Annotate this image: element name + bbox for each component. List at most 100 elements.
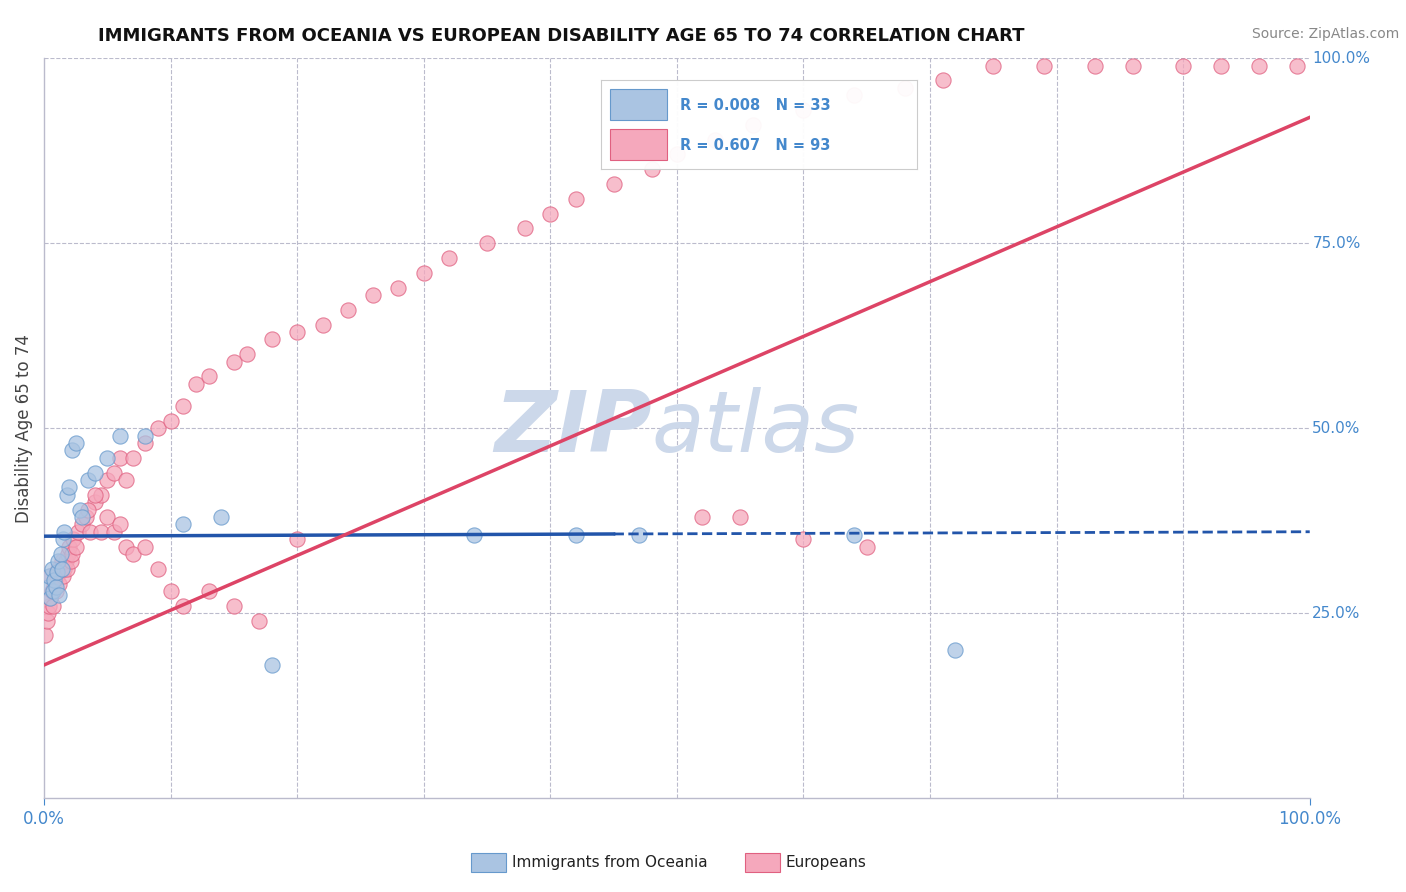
Point [83,495,105,509]
Point [285,532,308,546]
Point [55,554,77,568]
Text: 75.0%: 75.0% [1312,235,1361,251]
Point [96,450,118,465]
Point [538,206,561,220]
Point [311,318,333,332]
Point [108,517,131,532]
Point [1122,59,1144,73]
Point [65,540,87,554]
Point [37,606,59,620]
Point [437,251,460,265]
Point [260,332,283,346]
Point [564,192,586,206]
Point [69,502,91,516]
Point [46,554,69,568]
Point [146,421,169,435]
Point [159,583,181,598]
Point [70,510,93,524]
Point [222,599,245,613]
Point [285,325,308,339]
Point [53,562,76,576]
Point [115,540,138,554]
Point [39,591,62,606]
Point [602,177,624,191]
Point [60,443,83,458]
Point [842,88,865,103]
Point [463,528,485,542]
Point [260,657,283,672]
Point [792,532,814,546]
Text: atlas: atlas [651,386,859,470]
Point [931,73,953,87]
Point [96,473,118,487]
Point [79,524,101,539]
Point [172,399,194,413]
Point [412,266,434,280]
Point [37,580,59,594]
Point [209,510,232,524]
Point [387,280,409,294]
Text: ZIP: ZIP [494,386,651,470]
Point [77,473,100,487]
Point [96,510,118,524]
Point [222,354,245,368]
Point [665,147,688,161]
Point [46,562,69,576]
Point [42,583,65,598]
Point [34,628,56,642]
Point [44,576,66,591]
Point [1084,59,1107,73]
Point [53,524,76,539]
Point [172,599,194,613]
Point [134,436,156,450]
Point [38,569,60,583]
Point [49,562,72,576]
Text: 100.0%: 100.0% [1312,51,1371,66]
Point [67,524,90,539]
Point [134,540,156,554]
Text: Immigrants from Oceania: Immigrants from Oceania [512,855,707,870]
Point [792,103,814,117]
Text: IMMIGRANTS FROM OCEANIA VS EUROPEAN DISABILITY AGE 65 TO 74 CORRELATION CHART: IMMIGRANTS FROM OCEANIA VS EUROPEAN DISA… [98,27,1025,45]
Point [855,540,877,554]
Point [640,162,662,177]
Point [44,573,66,587]
Point [42,599,65,613]
Point [52,569,75,583]
Point [59,554,82,568]
Point [690,510,713,524]
Point [49,547,72,561]
Point [475,236,498,251]
Point [35,614,58,628]
Point [172,517,194,532]
Point [48,576,70,591]
Point [943,643,966,657]
Point [564,528,586,542]
Point [56,547,79,561]
Point [45,569,67,583]
Point [41,562,63,576]
Point [108,450,131,465]
Point [121,450,143,465]
Point [1173,59,1195,73]
Point [44,583,66,598]
Point [51,562,73,576]
Text: Source: ZipAtlas.com: Source: ZipAtlas.com [1251,27,1399,41]
Point [108,428,131,442]
Point [1286,59,1309,73]
Point [103,524,125,539]
Point [51,554,73,568]
Point [361,288,384,302]
Point [184,376,207,391]
Point [741,118,763,132]
Point [703,132,725,146]
Point [197,583,219,598]
Point [103,466,125,480]
Point [39,591,62,606]
Point [83,488,105,502]
Point [75,510,97,524]
Point [197,369,219,384]
Point [41,583,63,598]
Point [56,488,79,502]
Point [45,566,67,580]
